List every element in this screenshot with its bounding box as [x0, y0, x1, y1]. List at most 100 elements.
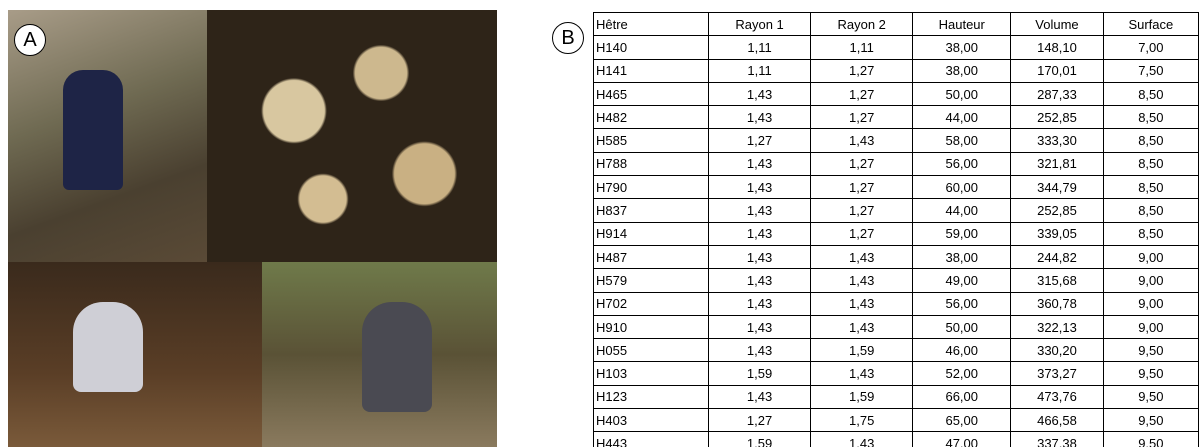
table-cell: 337,38	[1011, 432, 1103, 447]
table-cell: 1,43	[811, 269, 913, 292]
table-cell: H141	[594, 59, 709, 82]
table-cell: 8,50	[1103, 176, 1198, 199]
table-row: H4651,431,2750,00287,338,50	[594, 82, 1199, 105]
table-cell: Volume	[1011, 13, 1103, 36]
table-cell: 9,50	[1103, 339, 1198, 362]
table-cell: 333,30	[1011, 129, 1103, 152]
table-cell: 1,59	[709, 362, 811, 385]
table-cell: H788	[594, 152, 709, 175]
table-cell: 344,79	[1011, 176, 1103, 199]
table-cell: 1,11	[811, 36, 913, 59]
table-cell: 65,00	[913, 409, 1011, 432]
table-row: H1231,431,5966,00473,769,50	[594, 385, 1199, 408]
table-cell: 1,43	[811, 432, 913, 447]
table-cell: 38,00	[913, 59, 1011, 82]
table-cell: H055	[594, 339, 709, 362]
table-cell: H837	[594, 199, 709, 222]
table-cell: 1,43	[709, 245, 811, 268]
table-cell: 9,50	[1103, 432, 1198, 447]
table-row: H4821,431,2744,00252,858,50	[594, 106, 1199, 129]
table-cell: 9,00	[1103, 292, 1198, 315]
photo-woodpile	[262, 262, 497, 447]
table-cell: 9,00	[1103, 315, 1198, 338]
table-cell: 1,43	[709, 292, 811, 315]
data-table: HêtreRayon 1Rayon 2HauteurVolumeSurfaceH…	[593, 12, 1199, 447]
table-cell: 315,68	[1011, 269, 1103, 292]
table-cell: 50,00	[913, 82, 1011, 105]
table-cell: 1,11	[709, 59, 811, 82]
table-cell: H790	[594, 176, 709, 199]
table-cell: H140	[594, 36, 709, 59]
table-cell: 1,59	[811, 385, 913, 408]
table-cell: 9,50	[1103, 385, 1198, 408]
table-cell: 321,81	[1011, 152, 1103, 175]
table-cell: 1,75	[811, 409, 913, 432]
table-cell: 38,00	[913, 245, 1011, 268]
table-cell: 473,76	[1011, 385, 1103, 408]
person	[63, 70, 123, 190]
table-cell: 1,27	[811, 222, 913, 245]
table-cell: Hauteur	[913, 13, 1011, 36]
table-cell: 46,00	[913, 339, 1011, 362]
table-cell: 8,50	[1103, 222, 1198, 245]
table-cell: 1,27	[811, 199, 913, 222]
table-cell: 1,43	[811, 315, 913, 338]
table-cell: 1,27	[811, 152, 913, 175]
table-cell: 66,00	[913, 385, 1011, 408]
table-cell: 1,27	[811, 82, 913, 105]
table-cell: 1,27	[709, 409, 811, 432]
photo-logs	[207, 10, 497, 262]
table-cell: H487	[594, 245, 709, 268]
table-cell: 1,11	[709, 36, 811, 59]
table-cell: 1,43	[709, 152, 811, 175]
table-cell: Rayon 1	[709, 13, 811, 36]
table-cell: 252,85	[1011, 106, 1103, 129]
table-cell: 1,43	[709, 222, 811, 245]
table-cell: 1,43	[709, 269, 811, 292]
table-cell: 1,27	[811, 176, 913, 199]
table-cell: 1,43	[709, 199, 811, 222]
person	[362, 302, 432, 412]
table-cell: 47,00	[913, 432, 1011, 447]
table-cell: 1,43	[811, 292, 913, 315]
table-cell: H910	[594, 315, 709, 338]
table-cell: 8,50	[1103, 129, 1198, 152]
table-cell: H443	[594, 432, 709, 447]
table-cell: H914	[594, 222, 709, 245]
table-cell: 9,50	[1103, 362, 1198, 385]
panel-label: B	[552, 22, 584, 54]
table-row: H4031,271,7565,00466,589,50	[594, 409, 1199, 432]
table-cell: 1,27	[811, 106, 913, 129]
table-cell: 9,00	[1103, 245, 1198, 268]
table-cell: 148,10	[1011, 36, 1103, 59]
table-cell: 1,59	[709, 432, 811, 447]
table-cell: 38,00	[913, 36, 1011, 59]
table-cell: 52,00	[913, 362, 1011, 385]
table-cell: 44,00	[913, 199, 1011, 222]
table-cell: 287,33	[1011, 82, 1103, 105]
table-cell: 8,50	[1103, 106, 1198, 129]
table-cell: 339,05	[1011, 222, 1103, 245]
table-cell: 60,00	[913, 176, 1011, 199]
table-cell: 330,20	[1011, 339, 1103, 362]
table-cell: 8,50	[1103, 82, 1198, 105]
table-cell: 1,43	[709, 106, 811, 129]
table-cell: 1,27	[709, 129, 811, 152]
table-cell: 1,43	[709, 339, 811, 362]
table-cell: H702	[594, 292, 709, 315]
table-cell: H403	[594, 409, 709, 432]
table-cell: 8,50	[1103, 199, 1198, 222]
table-cell: 1,43	[709, 176, 811, 199]
table-cell: Rayon 2	[811, 13, 913, 36]
